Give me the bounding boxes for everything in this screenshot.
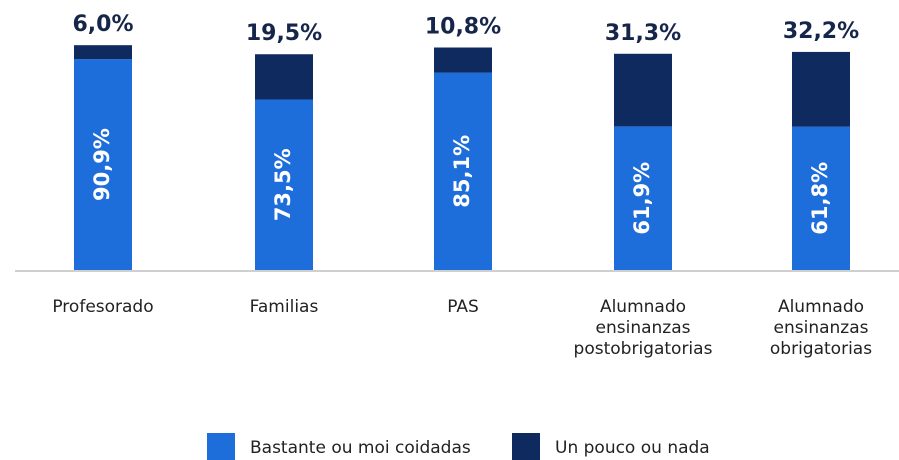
value-label: 61,8% <box>808 162 832 235</box>
legend-swatch <box>207 433 235 460</box>
x-tick-label: Profesorado <box>52 297 153 317</box>
x-tick-label: Familias <box>250 297 319 317</box>
bar-segment <box>255 54 313 100</box>
legend-label: Un pouco ou nada <box>555 438 710 458</box>
value-label: 32,2% <box>783 19 859 44</box>
value-label: 10,8% <box>425 15 501 40</box>
value-label: 90,9% <box>90 128 114 201</box>
legend-swatch <box>512 433 540 460</box>
x-tick-label-line: Profesorado <box>52 297 153 317</box>
bar-segment <box>434 47 492 73</box>
x-tick-label-line: Alumnado <box>600 297 686 317</box>
bar-segment <box>792 51 850 127</box>
bar-segment <box>614 126 672 270</box>
x-tick-label-line: postobrigatorias <box>574 339 713 359</box>
x-tick-label-line: ensinanzas <box>774 318 869 338</box>
value-label: 6,0% <box>72 12 133 37</box>
x-tick-label-line: obrigatorias <box>770 339 872 359</box>
legend-label: Bastante ou moi coidadas <box>250 438 471 458</box>
x-tick-label: PAS <box>447 297 479 317</box>
bar-segment <box>434 72 492 271</box>
bar-segment <box>255 99 313 270</box>
x-tick-label-line: Alumnado <box>778 297 864 317</box>
value-label: 19,5% <box>246 21 322 46</box>
x-tick-label: Alumnado ensinanzas obrigatorias <box>770 297 872 359</box>
value-label: 61,9% <box>630 162 654 235</box>
bar-segment <box>74 45 132 60</box>
value-label: 73,5% <box>271 148 295 221</box>
bar-segment <box>74 59 132 270</box>
x-tick-label: Alumnado ensinanzas postobrigatorias <box>574 297 713 359</box>
bar-segment <box>792 126 850 271</box>
bar-segment <box>614 53 672 127</box>
value-label: 85,1% <box>450 135 474 208</box>
x-tick-label-line: ensinanzas <box>596 318 691 338</box>
x-tick-label-line: PAS <box>447 297 479 317</box>
x-tick-label-line: Familias <box>250 297 319 317</box>
value-label: 31,3% <box>605 21 681 46</box>
